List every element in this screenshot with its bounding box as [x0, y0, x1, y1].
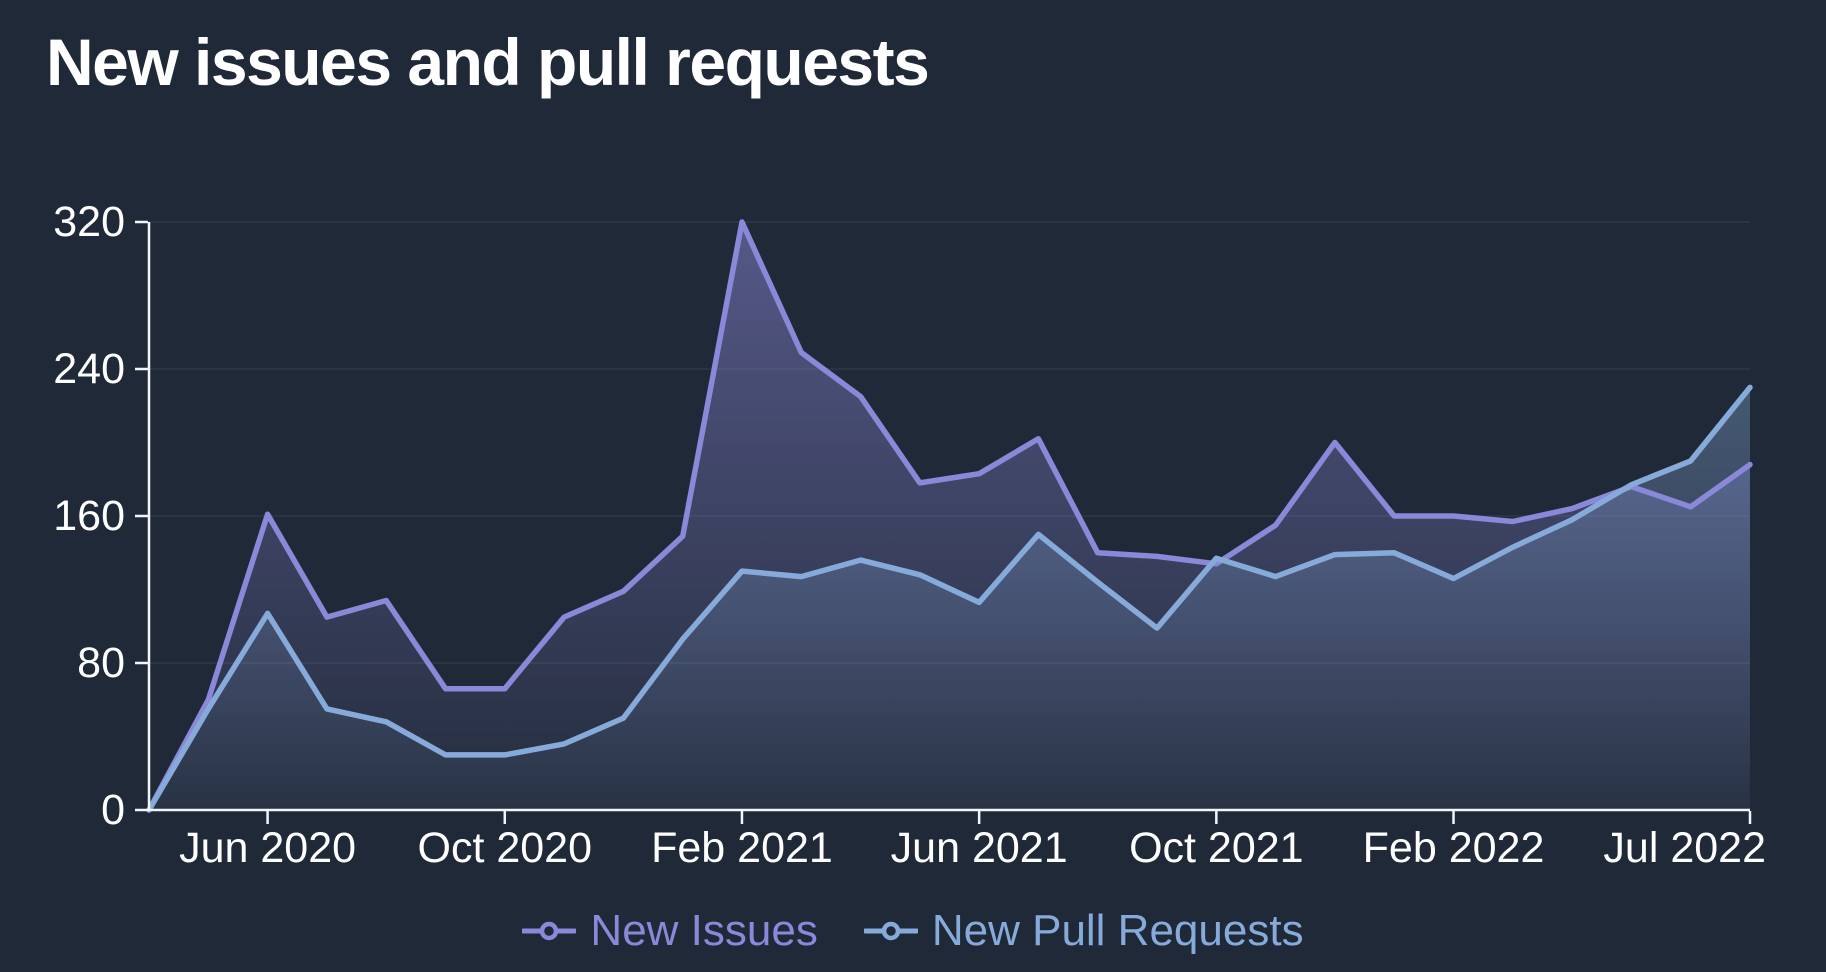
x-tick-label-oct-2021: Oct 2021: [1129, 824, 1304, 872]
y-tick-label-0: 0: [101, 786, 125, 834]
x-tick-label-feb-2022: Feb 2022: [1363, 824, 1545, 872]
legend-label-new-issues: New Issues: [590, 906, 818, 955]
y-tick-label-240: 240: [53, 345, 125, 393]
legend-item-new-pull-requests[interactable]: New Pull Requests: [863, 906, 1304, 956]
legend: New Issues New Pull Requests: [0, 906, 1826, 956]
line-circle-marker-icon: [522, 921, 577, 941]
line-circle-marker-icon: [863, 921, 918, 941]
y-tick-label-320: 320: [53, 198, 125, 246]
area-new-pull-requests: [149, 387, 1750, 810]
line-new-pull-requests: [146, 384, 1753, 813]
x-tick-label-oct-2020: Oct 2020: [418, 824, 593, 872]
page-title: New issues and pull requests: [46, 25, 930, 99]
x-tick-label-jun-2021: Jun 2021: [891, 824, 1068, 872]
x-tick-label-jul-2022: Jul 2022: [1603, 824, 1766, 872]
legend-label-new-pull-requests: New Pull Requests: [931, 906, 1304, 955]
legend-item-new-issues[interactable]: New Issues: [522, 906, 818, 956]
y-tick-label-80: 80: [77, 639, 125, 687]
y-tick-label-160: 160: [53, 492, 125, 540]
x-tick-label-jun-2020: Jun 2020: [179, 824, 356, 872]
line-new-issues: [146, 219, 1753, 813]
x-tick-label-feb-2021: Feb 2021: [651, 824, 833, 872]
